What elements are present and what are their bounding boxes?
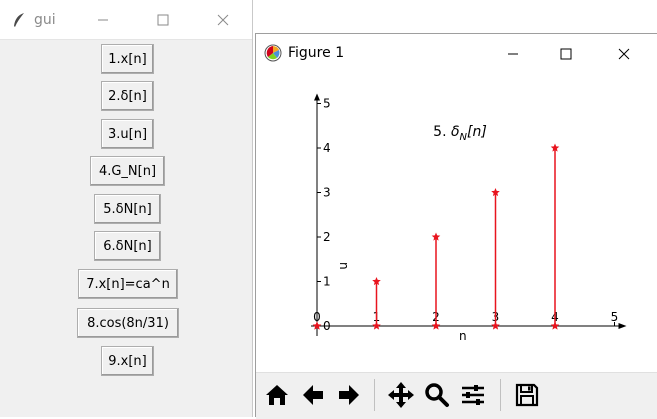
fig-maximize-button[interactable] (541, 34, 591, 74)
navigation-toolbar (256, 372, 657, 419)
maximize-button[interactable] (140, 0, 186, 40)
y-tick-label: 1 (323, 275, 331, 289)
baseline-marker (372, 321, 381, 330)
minimize-button[interactable] (80, 0, 126, 40)
back-button[interactable] (296, 377, 330, 413)
pan-icon (388, 382, 414, 408)
chart-title-subscript: N (460, 132, 468, 143)
chart-title: 5. δN[n] (433, 124, 487, 143)
minimize-icon (98, 19, 108, 21)
toolbar-separator (500, 379, 501, 411)
configure-subplots-button[interactable] (456, 377, 490, 413)
close-icon (618, 48, 630, 60)
forward-arrow-icon (339, 385, 359, 405)
y-tick-label: 0 (323, 319, 331, 333)
baseline-marker (312, 321, 322, 330)
close-icon (217, 14, 229, 26)
x-axis-label: n (459, 329, 467, 343)
figure-window: Figure 1 5. δN[n] 012345012345 n n (255, 33, 657, 419)
x-axis-arrow (618, 323, 627, 329)
chart-title-suffix: [n] (467, 124, 487, 140)
y-tick-label: 5 (323, 97, 331, 111)
stem-marker (491, 188, 500, 197)
baseline-marker (550, 321, 560, 330)
y-tick-label: 3 (323, 186, 331, 200)
chart-title-prefix: 5. (433, 124, 451, 140)
btn-signal-3[interactable]: 3.u[n] (101, 119, 154, 149)
home-button[interactable] (260, 377, 294, 413)
y-axis-arrow (314, 93, 320, 101)
toolbar-separator (374, 379, 375, 411)
chart-title-math: δ (451, 124, 460, 140)
back-arrow-icon (303, 385, 323, 405)
zoom-icon (425, 383, 449, 407)
y-tick-label: 2 (323, 230, 331, 244)
gui-titlebar[interactable]: gui (0, 0, 252, 40)
fig-minimize-button[interactable] (488, 34, 538, 74)
figure-titlebar[interactable]: Figure 1 (256, 34, 657, 72)
gui-window-title: gui (34, 11, 56, 28)
zoom-button[interactable] (420, 377, 454, 413)
btn-signal-1[interactable]: 1.x[n] (101, 44, 154, 74)
pan-button[interactable] (384, 377, 418, 413)
gui-button-panel: 1.x[n] 2.δ[n] 3.u[n] 4.G_N[n] 5.δN[n] 6.… (0, 40, 253, 417)
maximize-icon (560, 48, 572, 60)
figure-window-title: Figure 1 (288, 45, 345, 61)
btn-signal-8[interactable]: 8.cos(8n/31) (77, 308, 179, 338)
configure-subplots-icon (462, 385, 484, 405)
btn-signal-2[interactable]: 2.δ[n] (101, 81, 154, 111)
btn-signal-4[interactable]: 4.G_N[n] (90, 156, 165, 186)
feather-icon (12, 12, 26, 28)
x-tick-label: 0 (313, 310, 321, 324)
save-button[interactable] (510, 377, 544, 413)
matplotlib-icon (264, 44, 282, 62)
plot-canvas[interactable]: 5. δN[n] 012345012345 n n (256, 72, 657, 372)
y-tick-label: 4 (323, 141, 331, 155)
btn-signal-6[interactable]: 6.δN[n] (94, 231, 161, 261)
maximize-icon (157, 14, 169, 26)
gui-window: gui 1.x[n] 2.δ[n] 3.u[n] 4.G_N[n] 5.δN[n… (0, 0, 253, 417)
btn-signal-5[interactable]: 5.δN[n] (94, 194, 161, 224)
btn-signal-9[interactable]: 9.x[n] (101, 346, 154, 376)
home-icon (266, 385, 288, 405)
save-icon (515, 383, 539, 407)
forward-button[interactable] (332, 377, 366, 413)
fig-close-button[interactable] (599, 34, 649, 74)
minimize-icon (508, 53, 518, 55)
stem-marker (550, 143, 560, 152)
baseline-marker (431, 321, 441, 330)
y-axis-label: n (337, 262, 351, 270)
stem-marker (431, 232, 441, 241)
stem-marker (372, 277, 381, 286)
stem-series (312, 143, 560, 330)
close-button[interactable] (200, 0, 246, 40)
x-tick-label: 5 (611, 310, 619, 324)
baseline-marker (491, 321, 500, 330)
btn-signal-7[interactable]: 7.x[n]=ca^n (78, 269, 178, 299)
